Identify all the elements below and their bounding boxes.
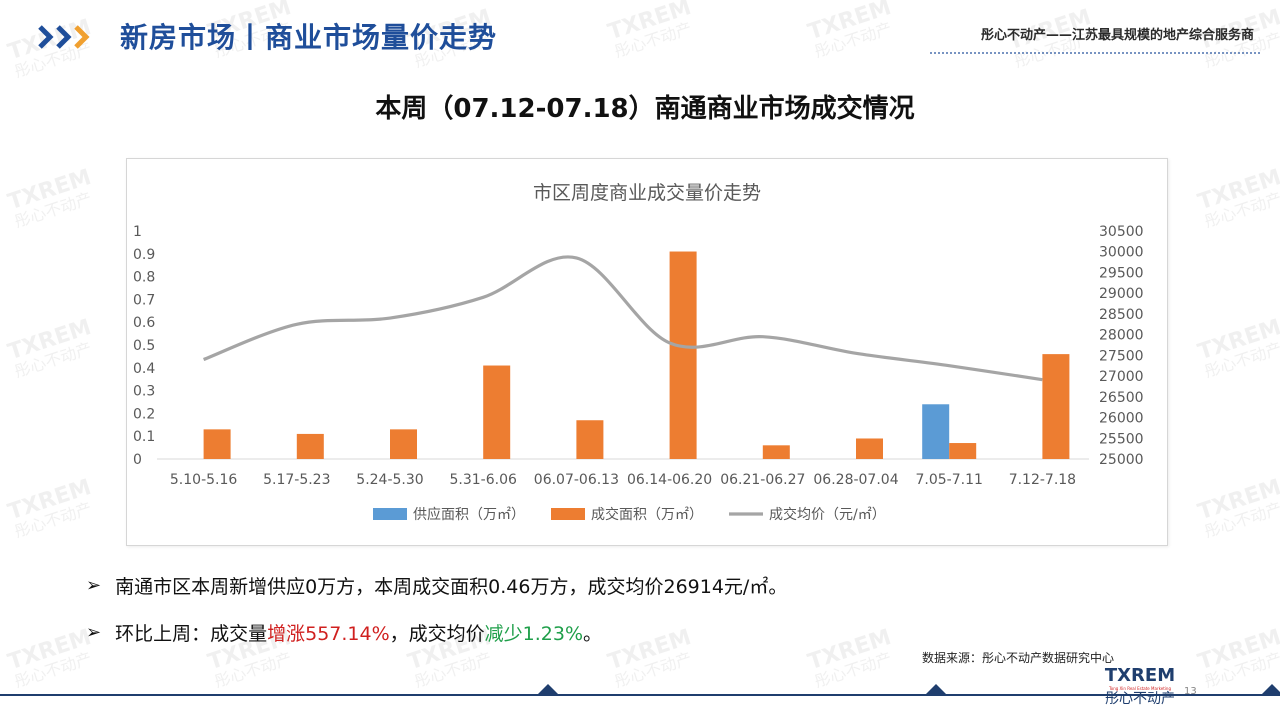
combo-chart: 市区周度商业成交量价走势 0 0.1 0.2 0.3 0.4 0.5 0.6 0.7 0.8 0.9… xyxy=(133,182,1144,523)
y-right-tick-label: 27000 xyxy=(1099,369,1144,385)
y-left-tick-label: 0.1 xyxy=(133,429,155,445)
y-left-tick-label: 0.6 xyxy=(133,315,155,331)
company-tagline: 彤心不动产——江苏最具规模的地产综合服务商 xyxy=(980,28,1254,43)
summary-bullet-1: ➢ 南通市区本周新增供应0万方，本周成交面积0.46万方，成交均价26914元/… xyxy=(86,572,787,599)
bar xyxy=(1042,354,1070,459)
summary-text-2-prefix: 环比上周：成交量 xyxy=(115,623,268,645)
y-left-tick-label: 0.8 xyxy=(133,270,155,286)
y-left-tick-label: 0 xyxy=(133,452,142,468)
legend-label: 成交均价（元/㎡） xyxy=(769,506,886,523)
x-tick-label: 5.31-6.06 xyxy=(449,472,516,488)
y-right-tick-label: 28500 xyxy=(1099,307,1144,323)
summary-bullet-2: ➢ 环比上周：成交量 增涨557.14% ，成交均价 减少1.23%。 xyxy=(86,619,602,646)
y-left-tick-label: 0.2 xyxy=(133,406,155,422)
logo-subtitle: Tong Xin Real Estate Marketing xyxy=(1109,686,1171,691)
x-tick-label: 06.21-06.27 xyxy=(720,472,805,488)
footer-triangle-icon xyxy=(1262,684,1280,694)
bullet-arrow-icon: ➢ xyxy=(86,622,102,643)
bar xyxy=(296,433,324,459)
y-left-tick-label: 0.4 xyxy=(133,361,155,377)
bullet-arrow-icon: ➢ xyxy=(86,575,102,596)
x-tick-label: 7.12-7.18 xyxy=(1009,472,1076,488)
y-right-tick-label: 25000 xyxy=(1099,452,1144,468)
page-title: 本周（07.12-07.18）南通商业市场成交情况 xyxy=(375,94,915,124)
legend-label: 成交面积（万㎡） xyxy=(591,506,703,523)
y-left-tick-label: 0.7 xyxy=(133,292,155,308)
page-header: 新房市场丨商业市场量价走势 彤心不动产——江苏最具规模的地产综合服务商 xyxy=(0,0,1280,72)
company-logo: TXREM Tong Xin Real Estate Marketing 彤心不… xyxy=(1100,666,1180,714)
bar xyxy=(390,429,417,459)
summary-text-2-middle: ，成交均价 xyxy=(389,623,485,645)
x-tick-label: 5.10-5.16 xyxy=(170,472,237,488)
footer-line xyxy=(0,694,1280,696)
logo-text: TXREM xyxy=(1104,665,1176,686)
y-right-tick-label: 27500 xyxy=(1099,348,1144,364)
bar xyxy=(949,443,977,459)
bar xyxy=(203,429,231,459)
bar xyxy=(576,420,604,459)
chevrons-icon xyxy=(38,24,98,50)
y-right-tick-label: 29000 xyxy=(1099,286,1144,302)
x-tick-label: 06.07-06.13 xyxy=(534,472,619,488)
bar xyxy=(762,445,790,459)
legend-swatch xyxy=(373,508,407,520)
section-title: 新房市场丨商业市场量价走势 xyxy=(120,21,498,54)
bar xyxy=(483,365,511,459)
y-left-tick-label: 0.5 xyxy=(133,338,155,354)
x-tick-label: 7.05-7.11 xyxy=(915,472,982,488)
bar xyxy=(669,251,697,459)
data-source: 数据来源：彤心不动产数据研究中心 xyxy=(922,651,1115,665)
chart-card: 市区周度商业成交量价走势 0 0.1 0.2 0.3 0.4 0.5 0.6 0.7 0.8 0.9… xyxy=(126,158,1168,546)
y-left-tick-label: 1 xyxy=(133,224,142,240)
y-left-tick-label: 0.9 xyxy=(133,247,155,263)
chart-title: 市区周度商业成交量价走势 xyxy=(533,182,761,204)
y-left-tick-label: 0.3 xyxy=(133,384,155,400)
y-right-tick-label: 29500 xyxy=(1099,265,1144,281)
price-change-down: 减少1.23% xyxy=(484,623,584,645)
header-divider xyxy=(930,52,1260,54)
x-tick-label: 06.28-07.04 xyxy=(813,472,898,488)
y-right-tick-label: 26500 xyxy=(1099,390,1144,406)
y-right-tick-label: 28000 xyxy=(1099,328,1144,344)
footer-triangle-icon xyxy=(538,684,558,694)
legend-swatch xyxy=(551,508,585,520)
x-tick-label: 06.14-06.20 xyxy=(627,472,712,488)
y-right-tick-label: 30500 xyxy=(1099,224,1144,240)
summary-text-1: 南通市区本周新增供应0万方，本周成交面积0.46万方，成交均价26914元/㎡。 xyxy=(115,576,788,598)
y-right-tick-label: 30000 xyxy=(1099,245,1144,261)
page-number: 13 xyxy=(1184,686,1197,697)
volume-change-up: 增涨557.14% xyxy=(267,623,390,645)
summary-text-2-suffix: 。 xyxy=(583,623,603,645)
x-tick-label: 5.24-5.30 xyxy=(356,472,423,488)
logo-chinese-name: 彤心不动产 xyxy=(1105,691,1175,707)
y-right-tick-label: 26000 xyxy=(1099,411,1144,427)
x-tick-label: 5.17-5.23 xyxy=(263,472,330,488)
bar xyxy=(856,438,883,459)
footer-triangle-icon xyxy=(926,684,946,694)
bar xyxy=(922,404,950,459)
price-line xyxy=(203,255,1043,382)
legend-label: 供应面积（万㎡） xyxy=(413,506,525,523)
y-right-tick-label: 25500 xyxy=(1099,431,1144,447)
